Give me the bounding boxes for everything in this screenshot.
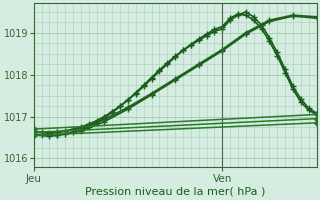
X-axis label: Pression niveau de la mer( hPa ): Pression niveau de la mer( hPa ): [85, 187, 265, 197]
